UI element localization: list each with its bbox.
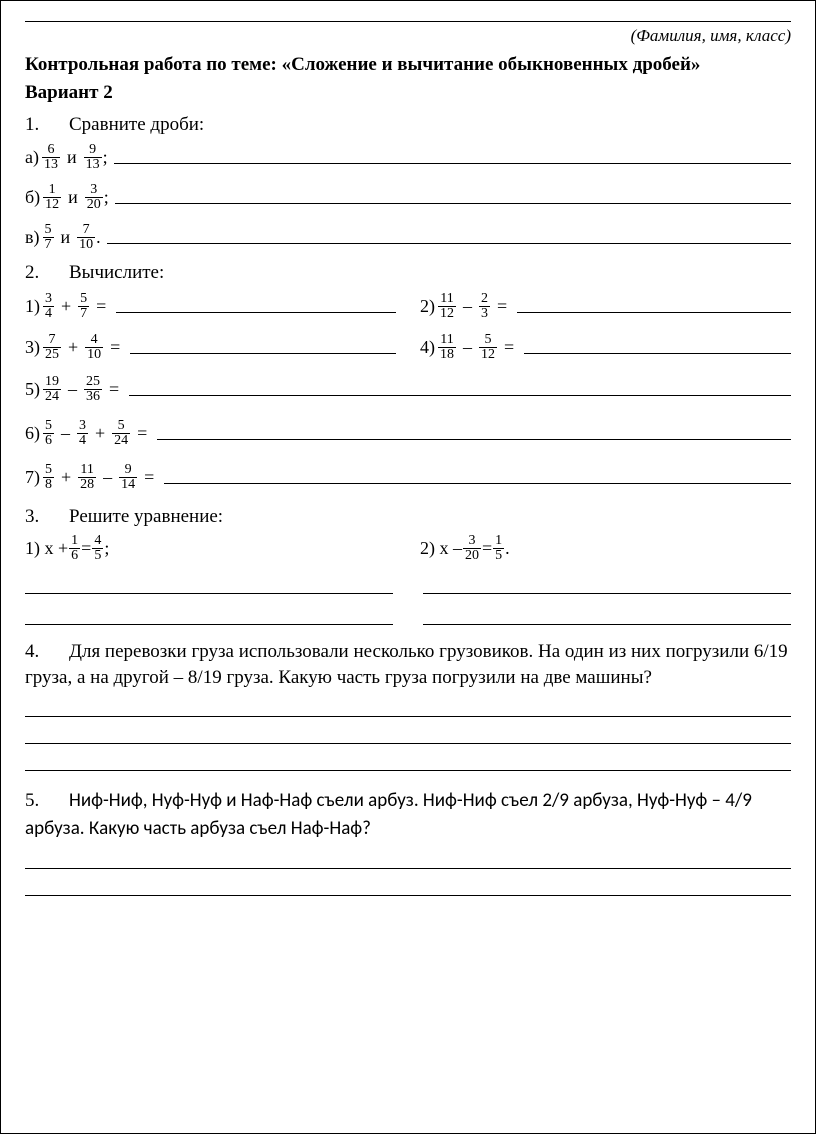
task1-item: в) 57и710. — [25, 222, 791, 252]
answer-line[interactable] — [25, 727, 791, 744]
fraction: 57 — [43, 223, 54, 252]
answer-line[interactable] — [25, 879, 791, 896]
fraction: 1128 — [78, 463, 96, 492]
answer-line[interactable] — [129, 395, 791, 396]
fraction: 58 — [43, 463, 54, 492]
answer-line[interactable] — [115, 203, 791, 204]
task4-num: 4. — [25, 639, 69, 665]
fraction: 613 — [42, 143, 60, 172]
fraction: 524 — [112, 419, 130, 448]
fraction: 57 — [78, 292, 89, 321]
task4-text: Для перевозки груза использовали несколь… — [25, 641, 788, 688]
fraction: 512 — [479, 333, 497, 362]
task3-answer-lines — [25, 575, 791, 594]
answer-line[interactable] — [25, 606, 393, 625]
item-label: 2) — [420, 296, 435, 317]
answer-line[interactable] — [25, 754, 791, 771]
task3-answer-lines — [25, 606, 791, 625]
answer-line[interactable] — [524, 353, 791, 354]
fraction: 1924 — [43, 375, 61, 404]
answer-line[interactable] — [114, 163, 791, 164]
task1-item: б) 112и320; — [25, 182, 791, 212]
worksheet-page: (Фамилия, имя, класс) Контрольная работа… — [0, 0, 816, 1134]
item-label: 7) — [25, 467, 40, 488]
item-label: 5) — [25, 379, 40, 400]
fraction: 34 — [43, 292, 54, 321]
task2-item: 1) 34+57= — [25, 292, 396, 321]
task3-title: Решите уравнение: — [69, 506, 223, 528]
task5: 5.Ниф-Ниф, Нуф-Нуф и Наф-Наф съели арбуз… — [25, 787, 791, 842]
eq2-label: 2) x – — [420, 538, 462, 559]
answer-line[interactable] — [423, 575, 791, 594]
fraction: 1112 — [438, 292, 456, 321]
fraction: 320 — [85, 183, 103, 212]
task5-num: 5. — [25, 787, 69, 815]
task1-num: 1. — [25, 114, 69, 136]
item-label: б) — [25, 187, 40, 208]
variant-label: Вариант 2 — [25, 82, 791, 104]
answer-line[interactable] — [164, 483, 791, 484]
answer-line[interactable] — [116, 312, 396, 313]
task3-eq1: 1) x + 16 = 45 ; — [25, 534, 396, 563]
task2-item: 2) 1112–23= — [420, 292, 791, 321]
task2-title: Вычислите: — [69, 262, 164, 284]
task2-item: 4) 1118–512= — [420, 333, 791, 362]
item-label: в) — [25, 227, 40, 248]
task2-num: 2. — [25, 262, 69, 284]
fraction: 1118 — [438, 333, 456, 362]
answer-line[interactable] — [517, 312, 791, 313]
item-label: 1) — [25, 296, 40, 317]
fraction: 725 — [43, 333, 61, 362]
fraction: 914 — [119, 463, 137, 492]
fraction: 2536 — [84, 375, 102, 404]
fraction: 45 — [92, 534, 103, 563]
task1-item: а) 613и913; — [25, 142, 791, 172]
fraction: 710 — [77, 223, 95, 252]
name-field-label: (Фамилия, имя, класс) — [25, 26, 791, 46]
answer-line[interactable] — [423, 606, 791, 625]
task1-header: 1. Сравните дроби: — [25, 114, 791, 136]
answer-line[interactable] — [25, 700, 791, 717]
answer-line[interactable] — [130, 353, 396, 354]
fraction: 16 — [69, 534, 80, 563]
fraction: 56 — [43, 419, 54, 448]
task2-item: 5) 1924–2536= — [25, 374, 791, 404]
worksheet-title: Контрольная работа по теме: «Сложение и … — [25, 54, 791, 76]
answer-line[interactable] — [25, 852, 791, 869]
item-label: 4) — [420, 337, 435, 358]
item-label: а) — [25, 147, 39, 168]
task2-header: 2. Вычислите: — [25, 262, 791, 284]
fraction: 913 — [84, 143, 102, 172]
task2-item: 3) 725+410= — [25, 333, 396, 362]
fraction: 15 — [493, 534, 504, 563]
task3-header: 3. Решите уравнение: — [25, 506, 791, 528]
answer-line[interactable] — [157, 439, 791, 440]
item-label: 6) — [25, 423, 40, 444]
top-rule — [25, 21, 791, 22]
fraction: 320 — [463, 534, 481, 563]
answer-line[interactable] — [107, 243, 791, 244]
fraction: 34 — [77, 419, 88, 448]
fraction: 23 — [479, 292, 490, 321]
fraction: 112 — [43, 183, 61, 212]
task4: 4.Для перевозки груза использовали неско… — [25, 639, 791, 690]
answer-line[interactable] — [25, 575, 393, 594]
task5-text: Ниф-Ниф, Нуф-Нуф и Наф-Наф съели арбуз. … — [25, 789, 752, 840]
task2-item: 7) 58+1128–914= — [25, 462, 791, 492]
task3-eq2: 2) x – 320 = 15 . — [420, 534, 791, 563]
eq1-label: 1) x + — [25, 538, 68, 559]
task2-item: 6) 56–34+524= — [25, 418, 791, 448]
task1-title: Сравните дроби: — [69, 114, 204, 136]
fraction: 410 — [85, 333, 103, 362]
task3-num: 3. — [25, 506, 69, 528]
item-label: 3) — [25, 337, 40, 358]
